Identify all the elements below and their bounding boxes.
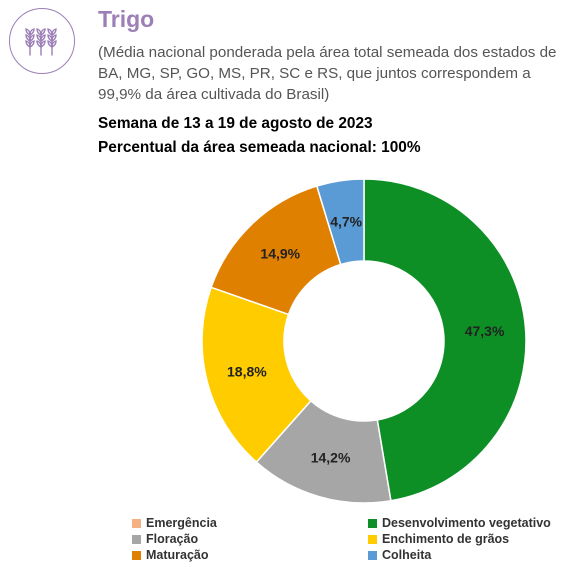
slice-label-desenvolvimento-vegetativo: 47,3%: [465, 323, 505, 339]
legend-label: Emergência: [146, 516, 217, 530]
legend-item-colheita: Colheita: [368, 548, 431, 562]
legend-label: Maturação: [146, 548, 209, 562]
percent-area-label: Percentual da área semeada nacional: 100…: [98, 139, 421, 156]
wheat-icon: [9, 8, 75, 74]
legend-label: Floração: [146, 532, 199, 546]
legend-swatch: [132, 518, 141, 528]
legend-item-desenvolvimento-vegetativo: Desenvolvimento vegetativo: [368, 516, 551, 530]
subtitle: (Média nacional ponderada pela área tota…: [98, 44, 557, 103]
legend-item-floracao: Floração: [132, 532, 198, 546]
legend-swatch: [132, 534, 141, 544]
legend-label: Colheita: [382, 548, 432, 562]
legend-swatch: [368, 550, 377, 560]
slice-label-enchimento-de-graos: 18,8%: [227, 363, 267, 379]
legend-item-enchimento-de-graos: Enchimento de grãos: [368, 532, 509, 546]
week-label: Semana de 13 a 19 de agosto de 2023: [98, 115, 373, 132]
legend-item-maturacao: Maturação: [132, 548, 209, 562]
legend-item-emergencia: Emergência: [132, 516, 217, 530]
slice-label-floracao: 14,2%: [311, 449, 351, 465]
slice-label-maturacao: 14,9%: [260, 246, 300, 262]
page-title: Trigo: [98, 6, 155, 32]
legend-label: Enchimento de grãos: [382, 532, 510, 546]
slice-label-colheita: 4,7%: [330, 213, 362, 229]
slice-desenvolvimento-vegetativo: [363, 178, 527, 502]
legend-swatch: [132, 550, 141, 560]
legend-swatch: [368, 518, 377, 528]
slice-enchimento-de-graos: [201, 286, 312, 464]
legend-swatch: [368, 534, 377, 544]
legend-label: Desenvolvimento vegetativo: [382, 516, 551, 530]
slice-colheita: [315, 178, 365, 266]
